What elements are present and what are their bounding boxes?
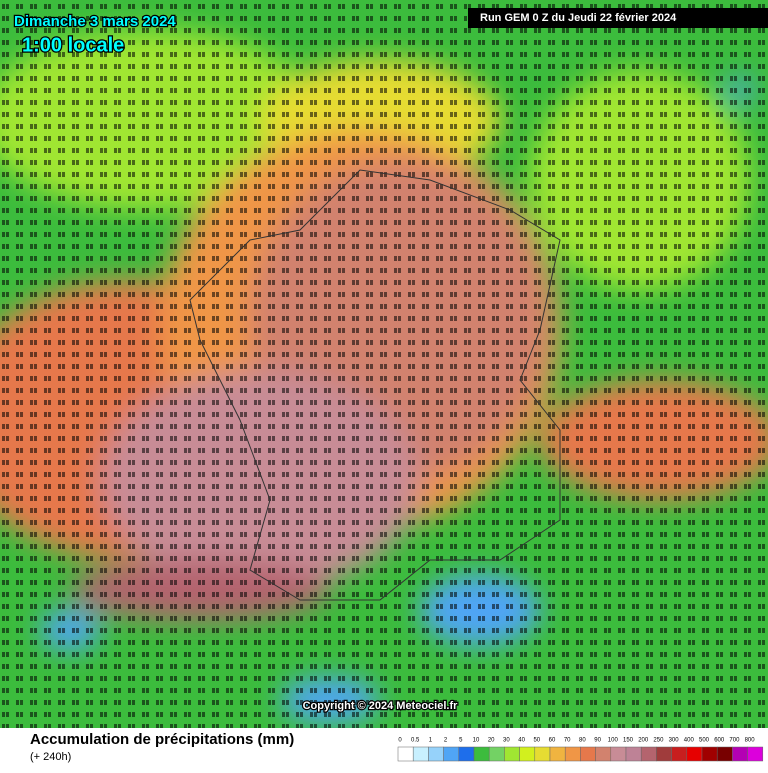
- legend-tick-label: 80: [579, 738, 586, 744]
- legend-swatch: [732, 746, 748, 762]
- legend-swatch: [412, 746, 429, 762]
- run-box: [468, 8, 768, 28]
- legend-tick-label: 0.5: [411, 738, 420, 744]
- legend-swatch: [534, 746, 551, 762]
- legend-tick-label: 50: [533, 738, 540, 744]
- footer-title: Accumulation de précipitations (mm): [30, 731, 294, 748]
- legend-swatch: [716, 746, 733, 762]
- legend-swatch: [519, 746, 536, 762]
- legend-tick-label: 60: [549, 738, 556, 744]
- legend-swatch: [610, 746, 627, 762]
- legend-tick-label: 70: [564, 738, 571, 744]
- run: Run GEM 0 Z du Jeudi 22 février 2024: [480, 12, 677, 24]
- legend-tick-label: 400: [684, 738, 695, 744]
- copyright: Copyright © 2024 Meteociel.fr: [303, 700, 459, 712]
- legend-tick-label: 500: [699, 738, 710, 744]
- legend-tick-label: 20: [488, 738, 495, 744]
- legend-swatch: [625, 746, 642, 762]
- legend-tick-label: 2: [444, 738, 448, 744]
- legend-swatch: [564, 746, 581, 762]
- legend-tick-label: 100: [608, 738, 619, 744]
- legend-swatch: [428, 746, 444, 762]
- date: Dimanche 3 mars 2024: [14, 13, 176, 30]
- legend-tick-label: 300: [669, 738, 680, 744]
- legend-swatch: [397, 746, 414, 762]
- legend-swatch: [504, 746, 520, 762]
- legend-swatch: [549, 746, 566, 762]
- legend-swatch: [747, 746, 764, 762]
- legend-swatch: [473, 746, 490, 762]
- legend-swatch: [640, 746, 657, 762]
- legend-tick-label: 90: [594, 738, 601, 744]
- legend-tick-label: 700: [729, 738, 740, 744]
- legend-swatch: [686, 746, 703, 762]
- legend-tick-label: 30: [503, 738, 510, 744]
- legend-swatch: [595, 746, 612, 762]
- legend-swatch: [656, 746, 672, 762]
- time: 1:00 locale: [22, 34, 124, 56]
- legend-tick-label: 150: [623, 738, 634, 744]
- map: [0, 0, 768, 728]
- legend-swatch: [458, 746, 475, 762]
- legend-swatch: [488, 746, 505, 762]
- legend-swatch: [671, 746, 688, 762]
- legend-swatch: [701, 746, 718, 762]
- legend-tick-label: 250: [653, 738, 664, 744]
- legend-tick-label: 5: [459, 738, 463, 744]
- legend-swatch: [580, 746, 596, 762]
- legend-tick-label: 10: [473, 738, 480, 744]
- footer-subtitle: (+ 240h): [30, 751, 71, 763]
- legend-tick-label: 0: [398, 738, 402, 744]
- legend: 0 0.5 1 2 5 10 20 30 40 50 60 70 80 90 100 150 200 250 300…: [397, 738, 764, 762]
- legend-tick-label: 1: [429, 738, 433, 744]
- legend-swatch: [443, 746, 460, 762]
- legend-tick-label: 600: [714, 738, 725, 744]
- legend-tick-label: 40: [518, 738, 525, 744]
- legend-tick-label: 200: [638, 738, 649, 744]
- legend-tick-label: 800: [745, 738, 756, 744]
